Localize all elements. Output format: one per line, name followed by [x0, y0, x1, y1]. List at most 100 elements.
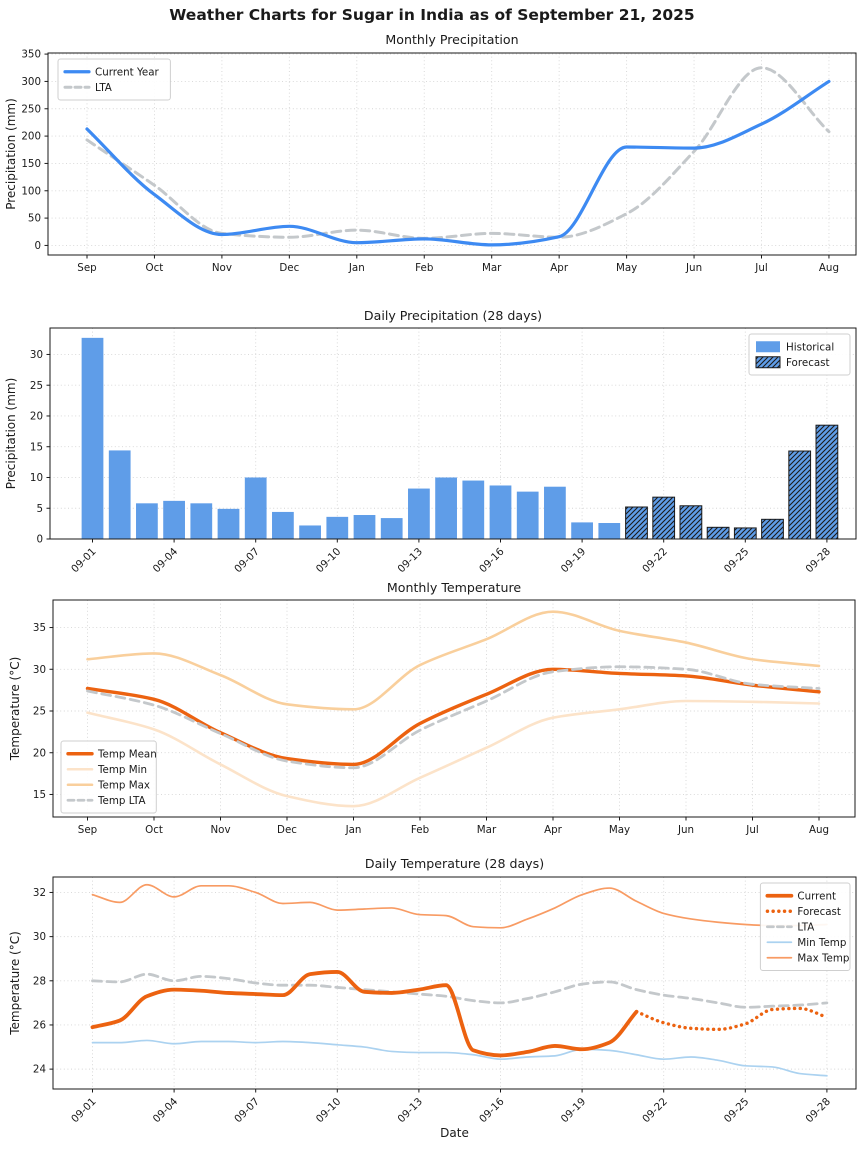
- y-tick-label: 25: [30, 380, 43, 392]
- y-tick-label: 35: [33, 622, 46, 634]
- y-tick-label: 28: [33, 975, 46, 987]
- y-axis-label: Precipitation (mm): [4, 98, 18, 210]
- series-forecast: [634, 1006, 829, 1032]
- bar: [408, 488, 430, 539]
- legend-swatch-hatch: [756, 356, 780, 368]
- y-tick-label: 50: [28, 213, 41, 225]
- x-tick-label: Jan: [348, 262, 365, 274]
- x-tick-label: Apr: [544, 824, 563, 836]
- legend-swatch-historical: [756, 341, 780, 353]
- series-lta: [91, 972, 829, 1009]
- series-temp-lta: [86, 665, 821, 770]
- y-tick-label: 20: [30, 411, 43, 423]
- legend-label: Temp Mean: [97, 748, 157, 760]
- axes-box: [52, 876, 857, 1090]
- bar: [190, 503, 213, 539]
- legend-label: Temp Min: [97, 764, 147, 776]
- y-tick-label: 150: [21, 158, 41, 170]
- y-tick-label: 30: [30, 349, 43, 361]
- series-temp-max: [86, 610, 821, 711]
- legend: Temp Mean Temp Min Temp Max Temp LTA: [60, 740, 157, 814]
- chart-title: Monthly Temperature: [387, 580, 521, 595]
- bar: [516, 491, 539, 539]
- bar: [136, 503, 158, 539]
- bar: [544, 486, 566, 539]
- bar-hatch-overlay: [816, 425, 838, 539]
- bar-hatch-overlay: [652, 497, 675, 539]
- y-tick-label: 200: [21, 131, 41, 143]
- legend-label: Current: [797, 890, 836, 902]
- bar: [108, 450, 131, 539]
- x-tick-label: Feb: [415, 262, 433, 274]
- y-tick-label: 350: [21, 49, 41, 61]
- x-tick-label: Jul: [754, 262, 767, 274]
- bar: [435, 477, 457, 539]
- chart-title: Daily Temperature (28 days): [365, 856, 544, 871]
- series-temp-min: [86, 699, 821, 808]
- legend-label: Temp Max: [97, 779, 150, 791]
- x-tick-label: Apr: [550, 262, 569, 274]
- y-tick-label: 15: [33, 789, 46, 801]
- monthly-temperature-chart: 15 20 25 30 35 Sep Oct Nov Dec Jan Feb Mar Apr May Jun…: [8, 580, 856, 836]
- y-tick-label: 0: [34, 240, 41, 252]
- bar-hatch-overlay: [761, 519, 784, 539]
- bar: [217, 508, 240, 539]
- series-current: [90, 970, 639, 1058]
- x-tick-label: Jan: [345, 824, 362, 836]
- y-tick-label: 10: [30, 472, 43, 484]
- x-tick-label: Oct: [146, 262, 164, 274]
- bar: [571, 522, 593, 539]
- y-axis-label: Temperature (°C): [8, 931, 22, 1036]
- chart-title: Daily Precipitation (28 days): [364, 308, 542, 323]
- legend-box: [759, 882, 851, 971]
- bar: [489, 485, 512, 539]
- bar: [81, 337, 104, 539]
- x-tick-label: Jun: [677, 824, 694, 836]
- legend-label: Historical: [786, 341, 834, 353]
- x-tick-label: Oct: [145, 824, 163, 836]
- y-axis-label: Temperature (°C): [8, 657, 22, 762]
- x-tick-label: Mar: [482, 262, 502, 274]
- series-forecast: [625, 424, 839, 540]
- y-tick-label: 30: [33, 664, 46, 676]
- series-min-temp: [91, 1039, 828, 1077]
- bar: [244, 477, 267, 539]
- y-axis-label: Precipitation (mm): [4, 378, 18, 490]
- bar-hatch-overlay: [707, 527, 729, 539]
- legend-label: Min Temp: [797, 937, 846, 949]
- bar: [326, 516, 349, 539]
- x-axis-label: Date: [440, 1126, 469, 1140]
- series-max-temp: [91, 883, 828, 929]
- x-tick-label: Dec: [279, 262, 299, 274]
- legend: Current Forecast LTA Min Temp Max Temp: [759, 882, 851, 971]
- y-tick-label: 30: [33, 931, 46, 943]
- legend-label: LTA: [797, 921, 814, 933]
- series-historical: [81, 337, 621, 539]
- series-lta: [85, 66, 831, 240]
- x-tick-label: Feb: [411, 824, 429, 836]
- legend: Current Year LTA: [57, 58, 171, 101]
- x-tick-label: May: [616, 262, 637, 274]
- legend-box: [60, 740, 157, 814]
- y-tick-label: 25: [33, 706, 46, 718]
- y-tick-label: 15: [30, 441, 43, 453]
- y-tick-label: 250: [21, 103, 41, 115]
- bar: [598, 523, 621, 539]
- y-tick-label: 24: [33, 1064, 46, 1076]
- y-tick-label: 300: [21, 76, 41, 88]
- x-tick-label: May: [609, 824, 630, 836]
- bar: [462, 480, 485, 539]
- chart-title: Monthly Precipitation: [385, 32, 518, 47]
- y-tick-label: 5: [36, 503, 43, 515]
- series-current-year: [85, 79, 831, 247]
- x-tick-label: Aug: [809, 824, 829, 836]
- legend-label: Max Temp: [797, 952, 849, 964]
- x-tick-label: Nov: [212, 262, 232, 274]
- legend-box: [57, 58, 171, 101]
- y-tick-label: 26: [33, 1020, 46, 1032]
- bar: [353, 515, 376, 539]
